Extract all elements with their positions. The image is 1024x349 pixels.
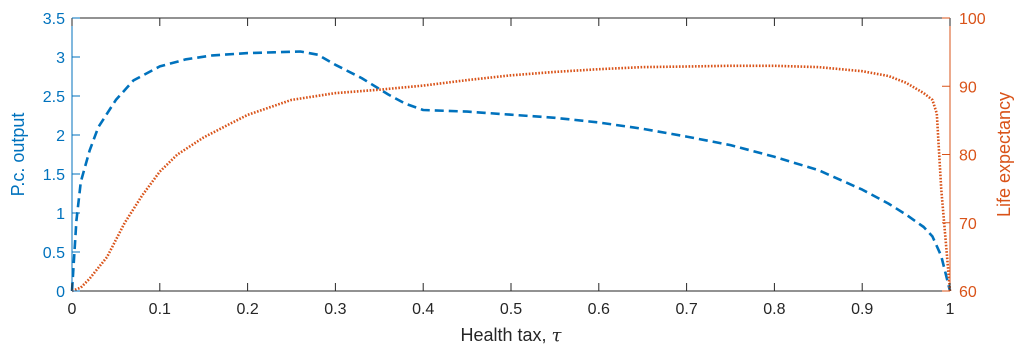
left-y-tick-label: 0 — [56, 284, 65, 301]
right-y-tick-label: 60 — [959, 284, 977, 301]
x-tick-label: 1 — [946, 301, 955, 318]
right-y-axis-title: Life expectancy — [994, 92, 1014, 217]
x-tick-label: 0.4 — [412, 301, 434, 318]
left-y-axis-title: P.c. output — [8, 113, 28, 197]
right-y-tick-label: 90 — [959, 79, 977, 96]
left-y-tick-label: 3 — [56, 50, 65, 67]
left-y-tick-label: 2 — [56, 128, 65, 145]
series-line-pc-output — [70, 50, 952, 292]
x-tick-label: 0.7 — [675, 301, 697, 318]
x-tick-label: 0.1 — [149, 301, 171, 318]
series-line-life-expectancy — [71, 64, 952, 293]
x-axis-title: Health tax, τ — [460, 325, 562, 346]
x-tick-label: 0.6 — [588, 301, 610, 318]
right-y-tick-label: 70 — [959, 216, 977, 233]
right-y-tick-label: 100 — [959, 11, 986, 28]
left-y-tick-label: 1.5 — [43, 167, 65, 184]
plot-area — [71, 17, 951, 292]
x-tick-label: 0.8 — [763, 301, 785, 318]
left-y-tick-label: 1 — [56, 206, 65, 223]
ticks-layer: 0 0.1 0.2 0.3 0.4 0.5 0.6 0.7 0.8 0.9 1 0 0.5 1 1.5 2 2.… — [43, 11, 986, 318]
left-y-tick-label: 2.5 — [43, 89, 65, 106]
x-tick-label: 0.5 — [500, 301, 522, 318]
x-axis-title-symbol: τ — [552, 325, 563, 346]
x-tick-label: 0.3 — [324, 301, 346, 318]
right-y-tick-label: 80 — [959, 148, 977, 165]
left-y-tick-label: 0.5 — [43, 245, 65, 262]
left-y-tick-label: 3.5 — [43, 11, 65, 28]
series-layer — [70, 50, 952, 293]
x-tick-label: 0 — [68, 301, 77, 318]
x-tick-label: 0.2 — [236, 301, 258, 318]
x-tick-label: 0.9 — [851, 301, 873, 318]
